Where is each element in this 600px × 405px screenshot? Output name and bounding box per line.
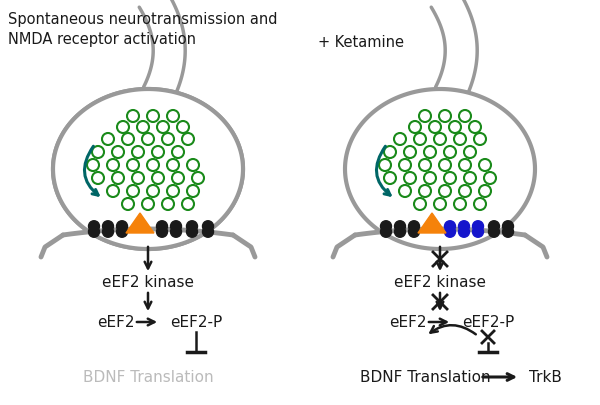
Circle shape [473,221,484,232]
Circle shape [395,221,406,232]
Text: eEF2: eEF2 [97,315,135,330]
Text: eEF2 kinase: eEF2 kinase [394,275,486,290]
Circle shape [203,221,214,232]
Polygon shape [431,0,477,102]
Polygon shape [53,90,243,249]
Text: eEF2-P: eEF2-P [462,315,514,330]
Circle shape [458,227,470,238]
Circle shape [187,221,197,232]
Text: TrkB: TrkB [529,370,562,385]
Circle shape [503,221,514,232]
Text: eEF2 kinase: eEF2 kinase [102,275,194,290]
Circle shape [116,227,128,238]
Circle shape [89,221,100,232]
Circle shape [187,227,197,238]
Text: eEF2-P: eEF2-P [170,315,222,330]
Circle shape [409,221,419,232]
Circle shape [116,221,128,232]
Polygon shape [418,213,446,233]
Circle shape [157,221,167,232]
Circle shape [445,221,455,232]
Circle shape [380,227,392,238]
Circle shape [380,221,392,232]
Text: + Ketamine: + Ketamine [318,35,404,50]
Circle shape [89,227,100,238]
Circle shape [103,221,113,232]
Text: eEF2: eEF2 [389,315,427,330]
Circle shape [395,227,406,238]
Text: BDNF Translation: BDNF Translation [83,370,214,385]
Circle shape [445,227,455,238]
Circle shape [488,227,499,238]
Circle shape [503,227,514,238]
Polygon shape [53,90,243,249]
Circle shape [488,221,499,232]
Circle shape [458,221,470,232]
Polygon shape [139,0,185,102]
Circle shape [473,227,484,238]
Circle shape [157,227,167,238]
Circle shape [170,227,182,238]
Circle shape [203,227,214,238]
Polygon shape [345,90,535,249]
Circle shape [409,227,419,238]
Text: BDNF Translation: BDNF Translation [359,370,490,385]
Text: Spontaneous neurotransmission and
NMDA receptor activation: Spontaneous neurotransmission and NMDA r… [8,12,277,47]
Circle shape [103,227,113,238]
Polygon shape [126,213,154,233]
Circle shape [170,221,182,232]
